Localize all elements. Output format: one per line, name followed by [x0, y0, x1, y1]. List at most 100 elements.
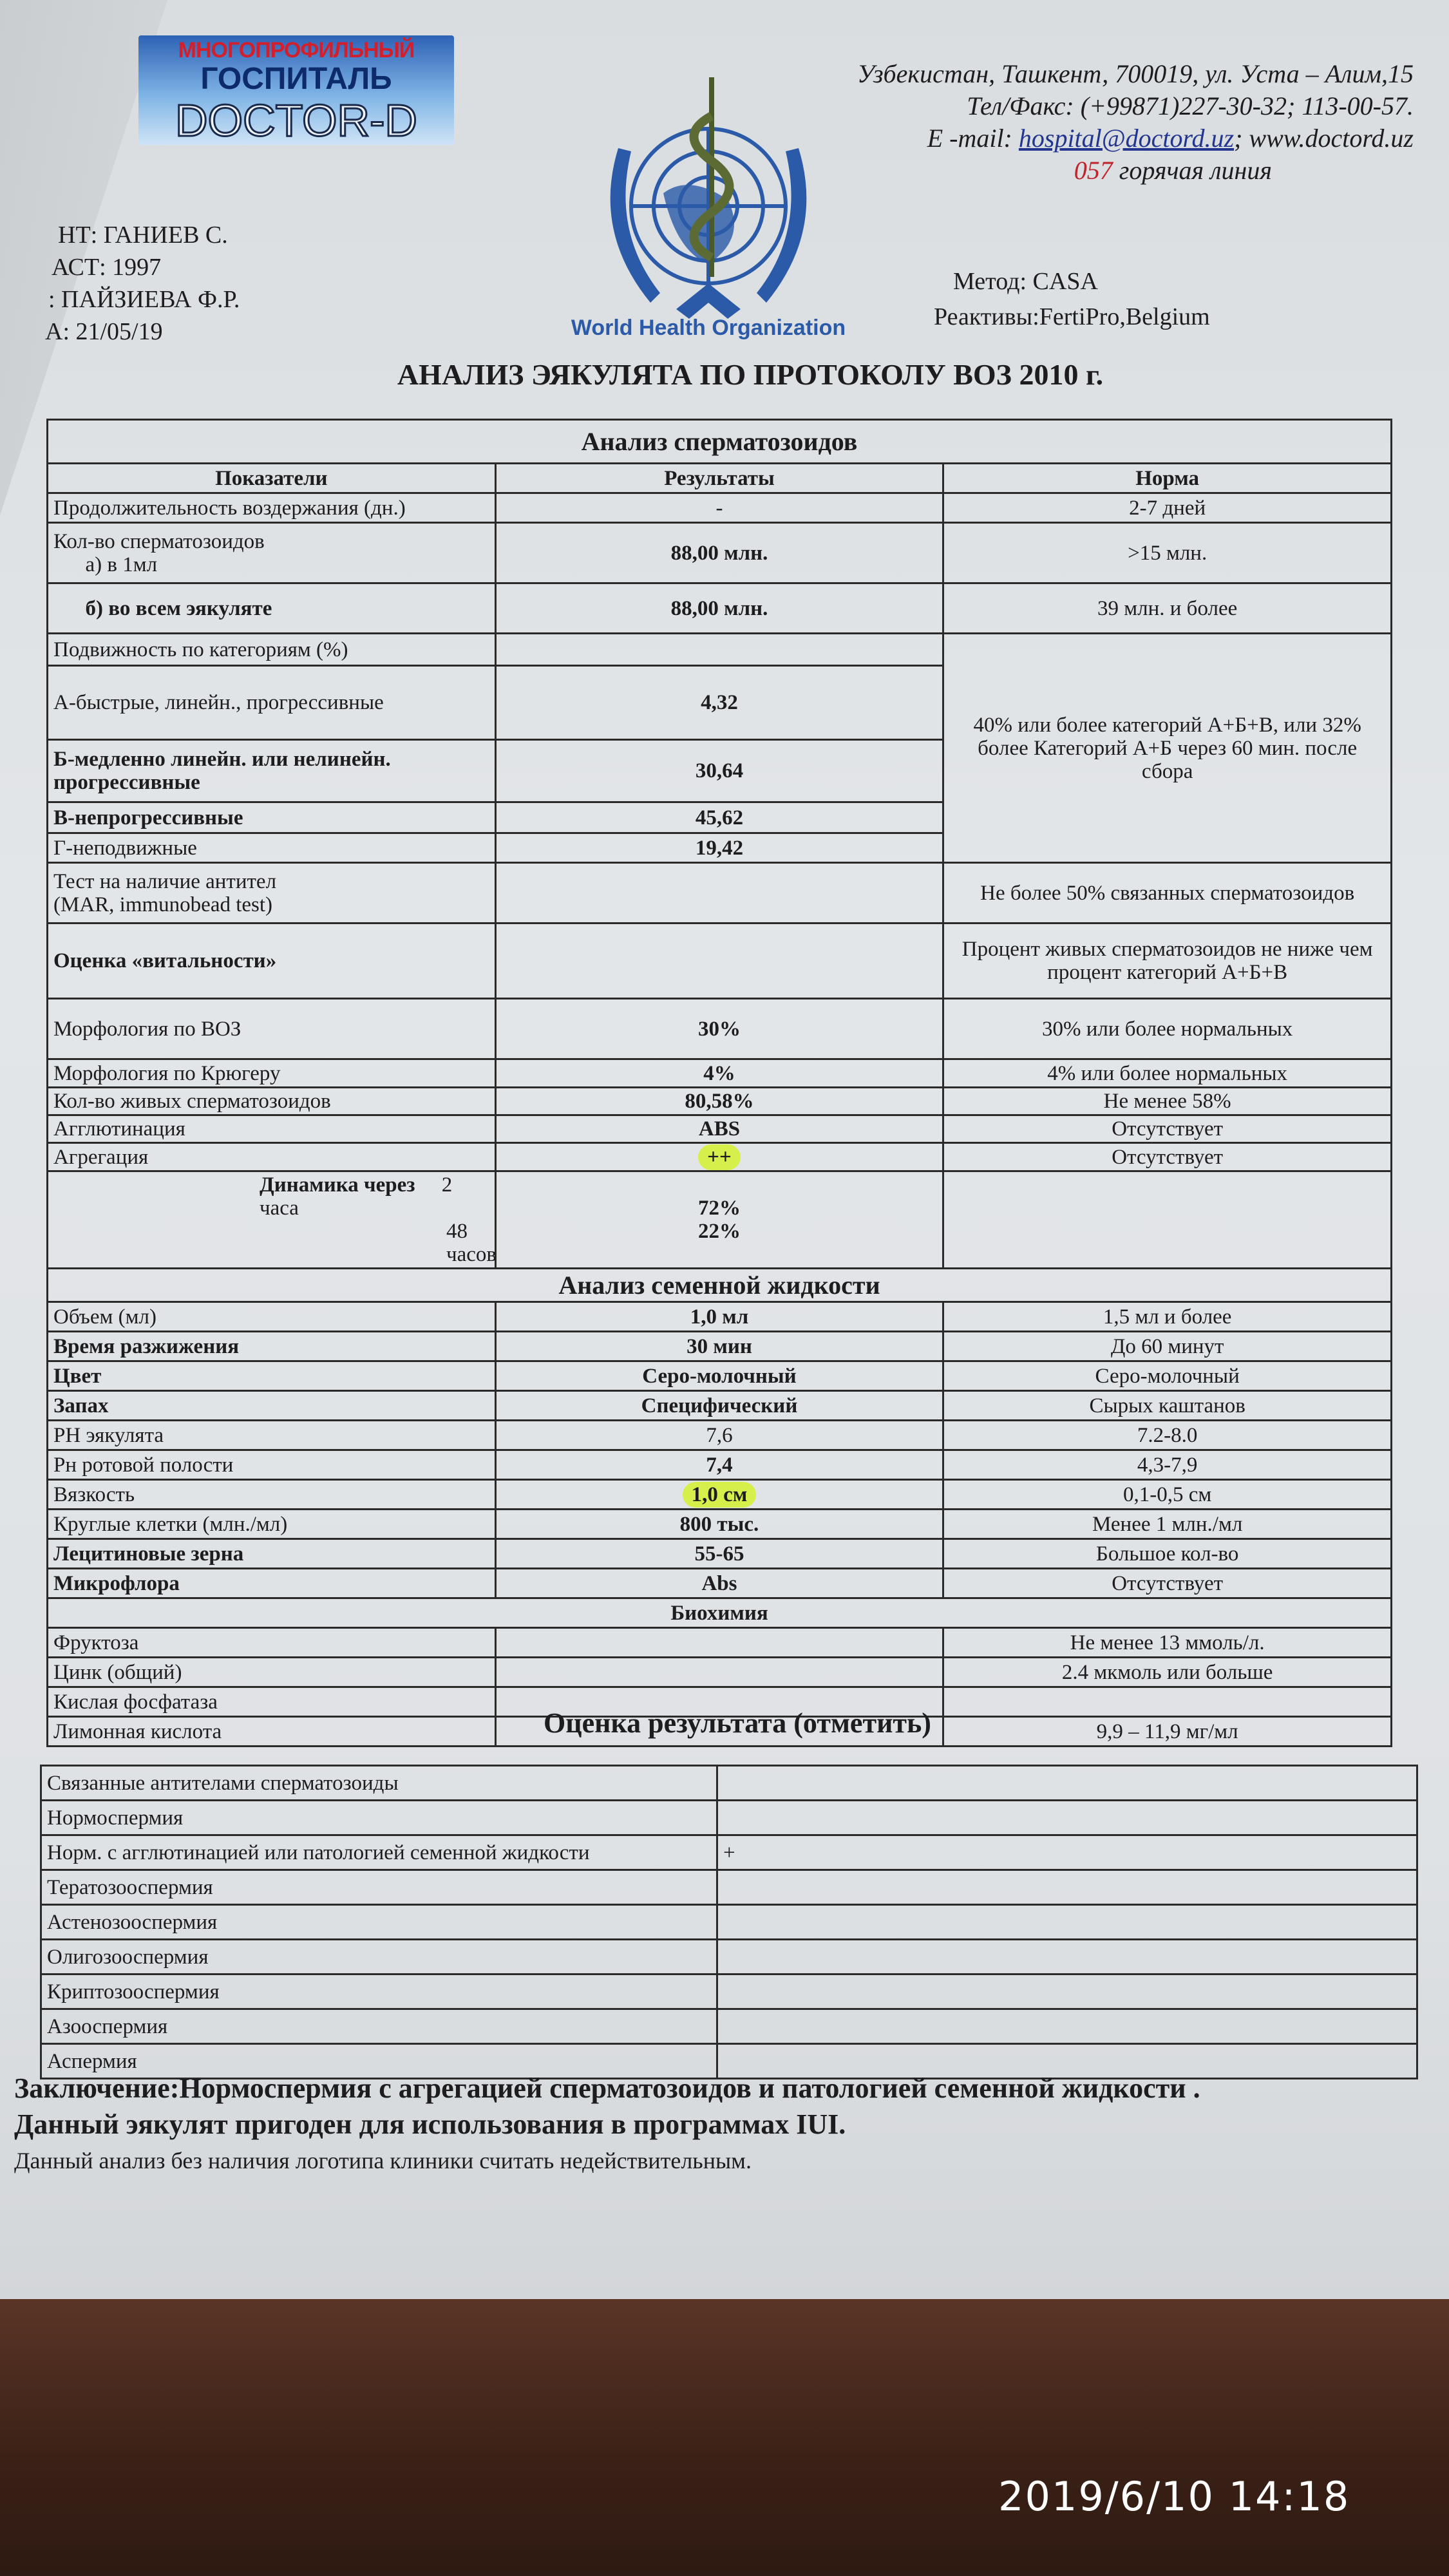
logo-line3: DOCTOR-D	[175, 95, 419, 146]
logo-line2: ГОСПИТАЛЬ	[200, 62, 392, 96]
evaluation-row: Астенозооспермия	[40, 1904, 1418, 1940]
parameter-label: Агглютинация	[46, 1114, 497, 1144]
evaluation-label: Связанные антителами сперматозоиды	[40, 1765, 718, 1801]
result-cell	[494, 632, 945, 667]
result-value: 45,62	[695, 806, 744, 829]
norm-cell: Сырых каштанов	[942, 1390, 1392, 1421]
norm-cell: Не более 50% связанных сперматозоидов	[942, 862, 1392, 924]
parameter-label: Б-медленно линейн. или нелинейн. прогрес…	[46, 739, 497, 803]
section-header: Анализ семенной жидкости	[46, 1267, 1392, 1303]
dynamics-2h: 2 часа	[260, 1173, 453, 1220]
result-cell: 19,42	[494, 832, 945, 864]
evaluation-mark-cell[interactable]	[716, 1869, 1418, 1906]
table-row: Фруктоза Не менее 13 ммоль/л.	[46, 1627, 1392, 1658]
evaluation-mark-cell[interactable]	[716, 1973, 1418, 2010]
table-row: Круглые клетки (млн./мл) 800 тыс. Менее 1 …	[46, 1508, 1392, 1540]
parameter-label: Морфология по ВОЗ	[46, 998, 497, 1060]
conclusion-line2: Данный эякулят пригоден для использовани…	[14, 2108, 846, 2140]
evaluation-mark-cell[interactable]	[716, 1904, 1418, 1940]
table-row: Вязкость 1,0 см 0,1-0,5 см	[46, 1479, 1392, 1510]
evaluation-row: Криптозооспермия	[40, 1973, 1418, 2010]
patient-name: НТ: ГАНИЕВ С.	[58, 222, 228, 249]
doctor-name: : ПАЙЗИЕВА Ф.Р.	[48, 286, 240, 313]
parameter-label: Лецитиновые зерна	[46, 1538, 497, 1569]
address-line: Узбекистан, Ташкент, 700019, ул. Уста – …	[857, 59, 1414, 88]
parameter-label: РН эякулята	[46, 1419, 497, 1451]
result-value: 4%	[703, 1061, 735, 1085]
email-label: E -mail:	[927, 124, 1012, 153]
norm-cell: До 60 минут	[942, 1331, 1392, 1362]
evaluation-mark-cell[interactable]	[716, 2008, 1418, 2045]
result-cell: 30,64	[494, 739, 945, 803]
parameter-label: Г-неподвижные	[46, 832, 497, 864]
table-row: Цинк (общий) 2.4 мкмоль или больше	[46, 1656, 1392, 1688]
result-cell: 7,6	[494, 1419, 945, 1451]
norm-cell: Не менее 13 ммоль/л.	[942, 1627, 1392, 1658]
parameter-label: А-быстрые, линейн., прогрессивные	[46, 665, 497, 741]
email-link[interactable]: hospital@doctord.uz	[1018, 124, 1235, 153]
parameter-label: Подвижность по категориям (%)	[46, 632, 497, 667]
clinic-logo: МНОГОПРОФИЛЬНЫЙ ГОСПИТАЛЬ DOCTOR-D	[138, 35, 454, 145]
table-row: Кол-во живых сперматозоидов 80,58% Не мене…	[46, 1086, 1392, 1116]
result-cell: Серо-молочный	[494, 1360, 945, 1392]
result-cell: 88,00 млн.	[494, 582, 945, 634]
conclusion-line1: Заключение:Нормоспермия с агрегацией спе…	[14, 2072, 1200, 2104]
result-value: 88,00 млн.	[670, 541, 768, 565]
result-value: -	[715, 496, 723, 520]
parameter-label: Запах	[46, 1390, 497, 1421]
table-row: Запах Специфический Сырых каштанов	[46, 1390, 1392, 1421]
table-row: Морфология по Крюгеру 4% 4% или более норм…	[46, 1058, 1392, 1088]
evaluation-mark-cell[interactable]	[716, 2043, 1418, 2079]
parameter-label: б) во всем эякуляте	[46, 582, 497, 634]
method: Метод: CASA	[953, 268, 1098, 295]
evaluation-mark-cell[interactable]	[716, 1938, 1418, 1975]
conclusion: Заключение:Нормоспермия с агрегацией спе…	[14, 2070, 1431, 2179]
phone-line: Тел/Факс: (+99871)227-30-32; 113-00-57.	[967, 91, 1414, 120]
result-value: 80,58%	[685, 1090, 754, 1113]
norm-cell: 4,3-7,9	[942, 1449, 1392, 1481]
evaluation-label: Азооспермия	[40, 2008, 718, 2045]
evaluation-mark-cell[interactable]	[716, 1799, 1418, 1836]
photo-timestamp: 2019/6/10 14:18	[998, 2473, 1350, 2520]
table-row: Агрегация ++ Отсутствует	[46, 1142, 1392, 1172]
parameter-label: В-непрогрессивные	[46, 801, 497, 834]
evaluation-mark-cell[interactable]: +	[716, 1834, 1418, 1871]
parameter-label: Круглые клетки (млн./мл)	[46, 1508, 497, 1540]
norm-cell: 9,9 – 11,9 мг/мл	[942, 1716, 1392, 1747]
hotline-text: горячая линия	[1112, 156, 1272, 185]
parameter-label: Продолжительность воздержания (дн.)	[46, 492, 497, 524]
norm-cell: 30% или более нормальных	[942, 998, 1392, 1060]
result-value: 19,42	[695, 836, 744, 860]
result-value: Abs	[701, 1571, 737, 1595]
clinic-address: Узбекистан, Ташкент, 700019, ул. Уста – …	[770, 58, 1414, 187]
table-row: Продолжительность воздержания (дн.) - 2-7 …	[46, 492, 1392, 524]
norm-cell: Отсутствует	[942, 1567, 1392, 1599]
norm-cell: >15 млн.	[942, 522, 1392, 584]
parameter-label: Оценка «витальности»	[46, 922, 497, 999]
parameter-label: Кол-во сперматозоидов а) в 1мл	[46, 522, 497, 584]
parameter-label: Лимонная кислота	[46, 1716, 497, 1747]
result-value: ++	[698, 1144, 741, 1170]
result-value: 7,6	[706, 1423, 733, 1447]
evaluation-row: Норм. с агглютинацией или патологией сем…	[40, 1834, 1418, 1871]
table-row: А-быстрые, линейн., прогрессивные 4,32	[46, 665, 1392, 741]
table-row: Лимонная кислота 9,9 – 11,9 мг/мл	[46, 1716, 1392, 1747]
logo-line1: МНОГОПРОФИЛЬНЫЙ	[178, 38, 415, 62]
table-row: Морфология по ВОЗ 30% 30% или более нормал…	[46, 998, 1392, 1060]
reagents: Реактивы:FertiPro,Belgium	[934, 303, 1210, 330]
norm-cell	[942, 1170, 1392, 1269]
evaluation-label: Норм. с агглютинацией или патологией сем…	[40, 1834, 718, 1871]
evaluation-mark-cell[interactable]	[716, 1765, 1418, 1801]
website: ; www.doctord.uz	[1234, 124, 1414, 153]
result-cell	[494, 1716, 945, 1747]
result-cell: ++	[494, 1142, 945, 1172]
dynamics-row: Динамика через 2 часа 48 часов 72% 22%	[46, 1170, 1392, 1269]
norm-cell: 0,1-0,5 см	[942, 1479, 1392, 1510]
result-cell	[494, 922, 945, 999]
section-header: Биохимия	[46, 1597, 1392, 1629]
table-row: Рн ротовой полости 7,4 4,3-7,9	[46, 1449, 1392, 1481]
table-row: Агглютинация ABS Отсутствует	[46, 1114, 1392, 1144]
validity-note: Данный анализ без наличия логотипа клини…	[14, 2148, 752, 2174]
table-row: В-непрогрессивные 45,62	[46, 801, 1392, 834]
table-row: Цвет Серо-молочный Серо-молочный	[46, 1360, 1392, 1392]
